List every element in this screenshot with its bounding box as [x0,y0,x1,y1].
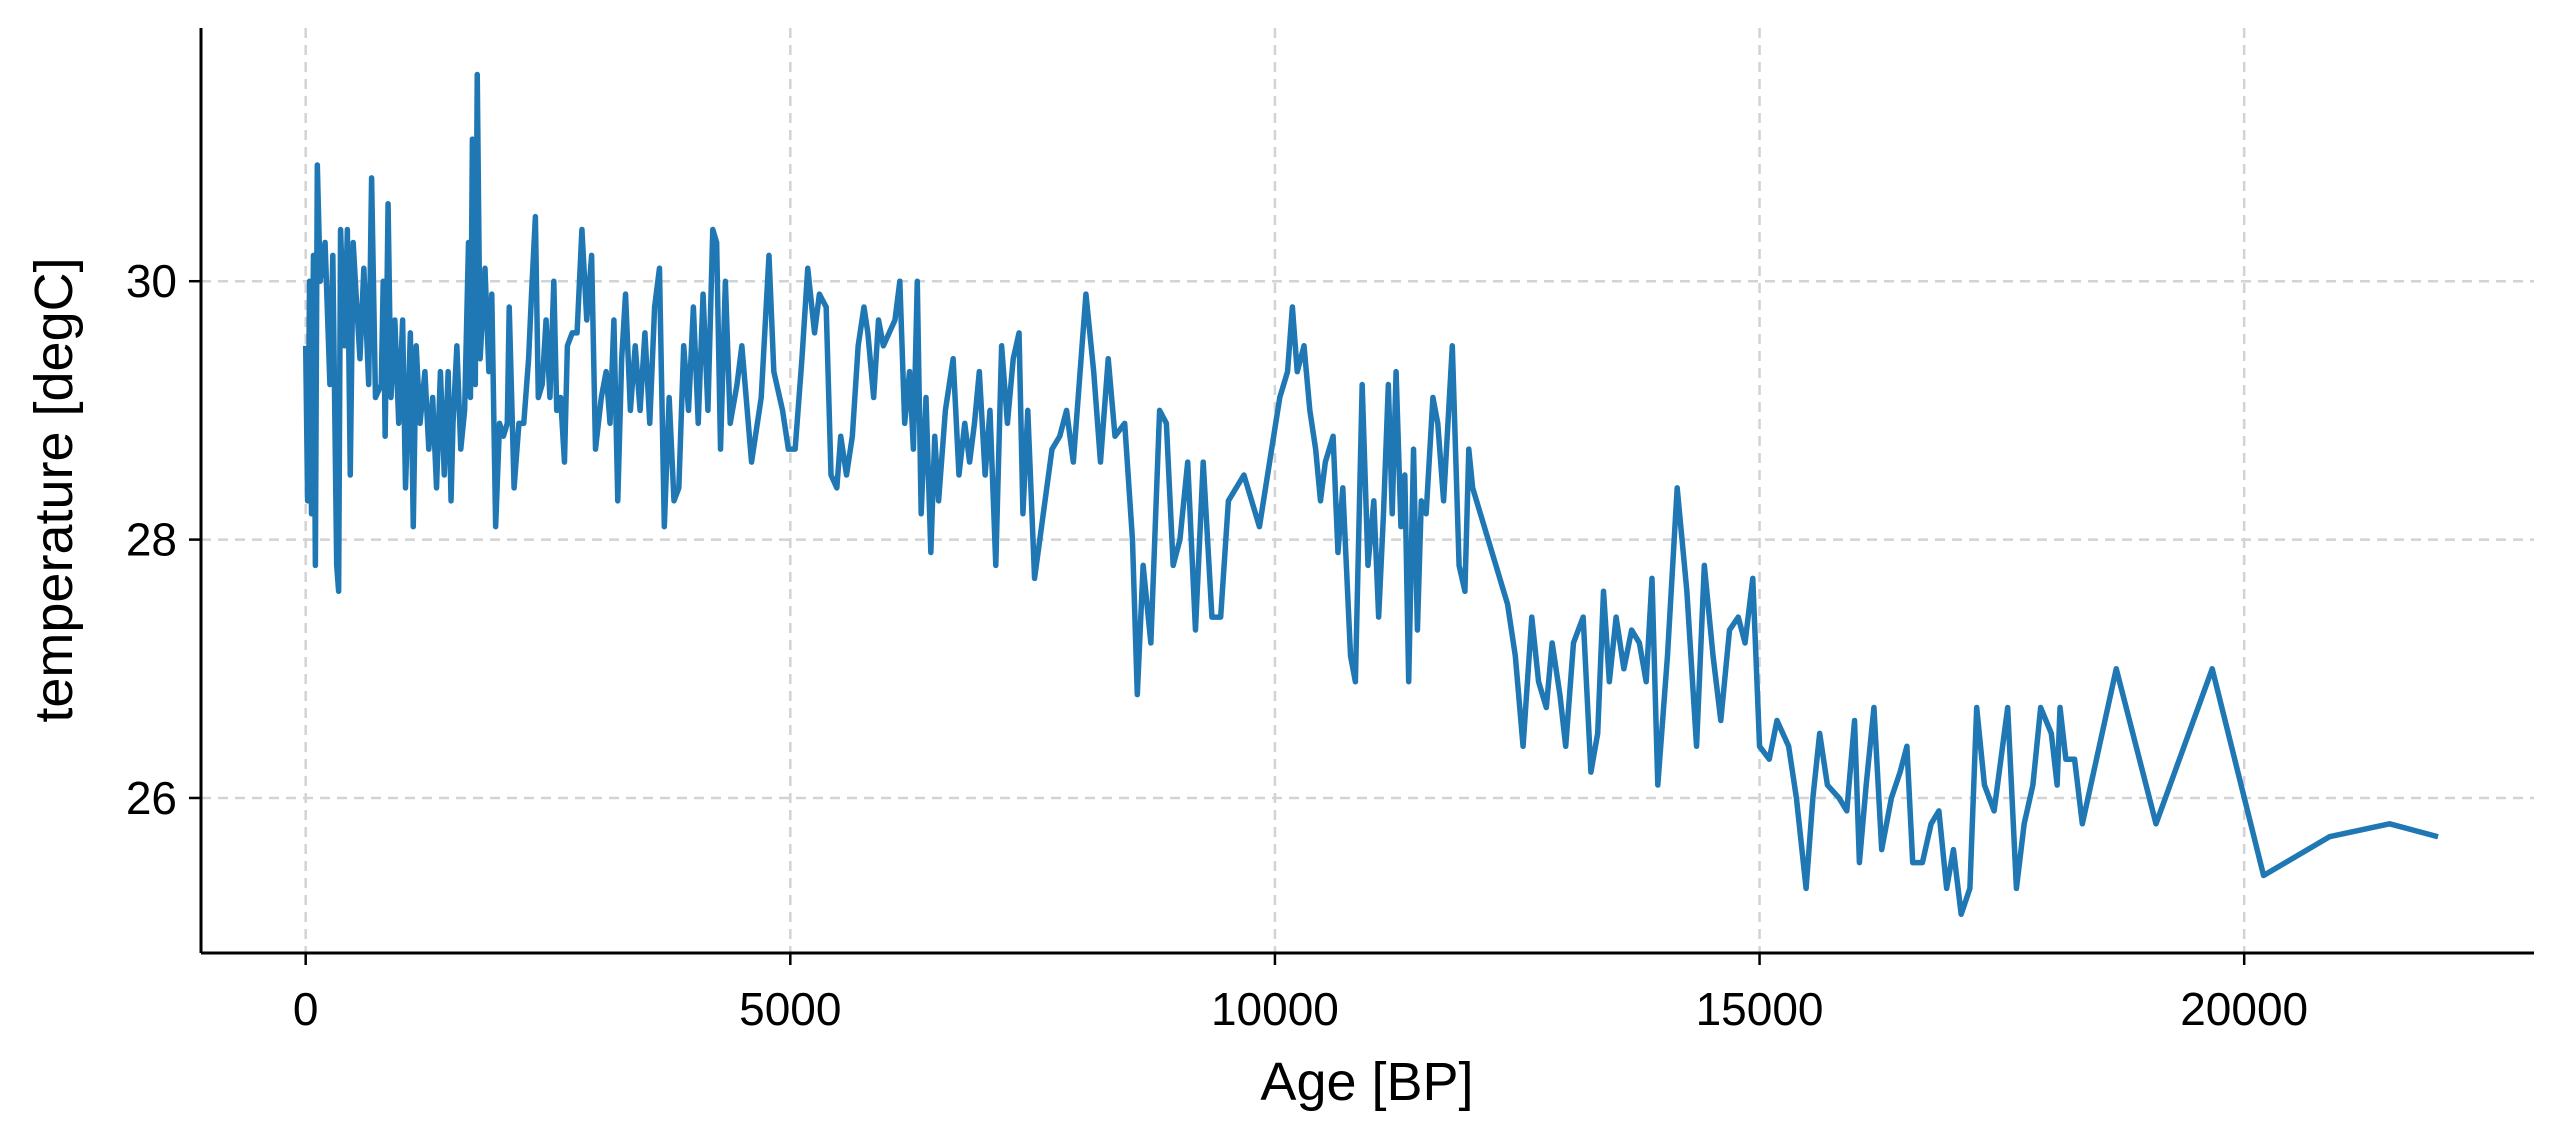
x-tick-label: 5000 [739,983,841,1035]
x-axis-label: Age [BP] [1260,1052,1473,1112]
y-tick-label: 30 [126,255,177,307]
x-tick-label: 20000 [2180,983,2308,1035]
data-line [302,71,2439,917]
x-tick-label: 10000 [1211,983,1339,1035]
y-axis-label: temperature [degC] [24,257,84,722]
y-tick-label: 28 [126,514,177,566]
x-tick-label: 15000 [1696,983,1824,1035]
x-tick-label: 0 [293,983,319,1035]
y-tick-label: 26 [126,772,177,824]
